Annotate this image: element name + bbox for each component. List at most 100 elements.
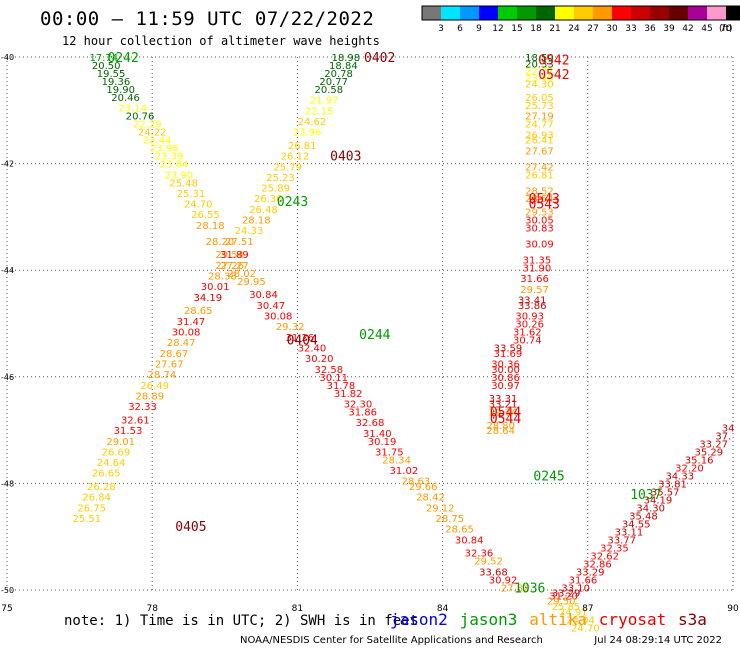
colorbar-tick-label: 36 [644,24,656,34]
wave-height-value: 29.12 [426,503,455,514]
wave-height-value: 28.42 [416,493,445,504]
wave-height-value: 28.65 [445,525,474,536]
wave-height-value: 35.29 [694,447,723,458]
wave-height-value: 33.21 [489,399,518,410]
wave-height-value: 28.52 [525,186,554,197]
footer-credit: NOAA/NESDIS Center for Satellite Applica… [240,635,543,646]
wave-height-value: 28.20 [206,237,235,248]
wave-height-value: 26.65 [92,469,121,480]
wave-height-value: 31.66 [569,575,598,586]
wave-height-value: 19.36 [102,77,131,88]
wave-height-value: 33.59 [494,343,523,354]
wave-height-value: 26.28 [87,482,116,493]
wave-height-value: 23.45 [525,73,554,84]
colorbar-frame [421,5,740,21]
wave-height-value: 29.66 [409,482,438,493]
wave-height-observations: 17.7420.5019.5519.3619.9020.4623.1420.76… [73,53,735,634]
wave-height-value: 20.76 [126,112,155,123]
map-grid [6,56,734,591]
wave-height-value: 34.19 [644,495,673,506]
colorbar-tick-label: 6 [457,24,463,34]
wave-height-value: 22.15 [305,106,334,117]
wave-height-value: 27.19 [525,112,554,123]
wave-height-value: 35.16 [685,455,714,466]
wave-height-value: 20.77 [319,77,348,88]
colorbar-unit-label: (ft) [719,24,733,34]
wave-height-value: 25.51 [73,514,102,525]
wave-height-value: 32.36 [465,549,494,560]
wave-height-value: 26.05 [525,93,554,104]
lat-tick-label: -44 [1,266,14,275]
map-subtitle: 12 hour collection of altimeter wave hei… [62,34,380,48]
wave-height-value: 31.82 [334,389,363,400]
wave-height-value: 29.32 [276,322,305,333]
footer-timestamp: Jul 24 08:29:14 UTC 2022 [593,635,722,646]
lon-tick-label: 75 [1,604,12,614]
wave-height-value: 18.84 [329,61,358,72]
wave-height-value: 25.31 [177,189,206,200]
wave-height-value: 30.84 [455,535,484,546]
wave-height-value: 23.39 [155,152,184,163]
wave-height-value: 30.26 [515,320,544,331]
footer-note: note: 1) Time is in UTC; 2) SWH is in fe… [64,613,418,629]
wave-height-value: 24.62 [298,117,327,128]
wave-height-value: 29.54 [215,250,244,261]
wave-height-value: 35.57 [651,487,680,498]
wave-height-value: 20.58 [315,85,344,96]
satellite-legend-item: jason3 [460,610,518,629]
wave-height-value: 29.01 [106,437,135,448]
lat-tick-label: -50 [1,586,14,595]
map-title: 00:00 — 11:59 UTC 07/22/2022 [40,8,375,30]
wave-height-value: 31.90 [523,264,552,275]
wave-height-value: 28.65 [184,306,213,317]
wave-height-value: 31.40 [363,429,392,440]
wave-height-value: 32.61 [121,415,150,426]
wave-height-value: 26.41 [525,136,554,147]
wave-height-value: 31.47 [177,317,206,328]
wave-height-value: 28.34 [382,455,411,466]
satellite-legend-item: s3a [678,610,707,629]
wave-height-value: 34.55 [622,519,651,530]
wave-height-value: 28.63 [402,477,431,488]
wave-height-value: 26.48 [249,205,278,216]
wave-height-value: 24.33 [235,226,264,237]
wave-height-value: 30.19 [368,437,397,448]
wave-height-value: 30.93 [515,312,544,323]
wave-height-value: 31.02 [390,466,419,477]
wave-height-value: 26.93 [525,130,554,141]
wave-height-value: 33.29 [576,567,605,578]
colorbar-swatch [555,6,574,20]
colorbar-tick-label: 30 [606,24,618,34]
wave-height-value: 27.67 [525,146,554,157]
wave-height-value: 28.47 [167,338,196,349]
wave-height-value: 32.20 [675,463,704,474]
wave-height-value: 33.86 [518,301,547,312]
wave-height-value: 27.51 [225,237,254,248]
wave-height-value: 25.73 [525,101,554,112]
wave-height-value: 33.31 [489,394,518,405]
colorbar-swatch [574,6,593,20]
pass-time-label: 0542 [538,54,569,69]
wave-height-value: 32.58 [315,365,344,376]
wave-height-value: 24.22 [138,128,167,139]
colorbar-tick-label: 45 [701,24,712,34]
color-legend-bar: 3 6 9 12 15 18 21 24 27 30 33 36 39 42 45 70(ft) [421,5,740,34]
wave-height-value: 31.35 [523,256,552,267]
wave-height-value: 31.78 [327,381,356,392]
pass-time-label: 0404 [287,333,318,348]
wave-height-value: 32.62 [590,551,619,562]
wave-height-value: 27.82 [501,583,530,594]
wave-height-value: 30.74 [513,335,542,346]
lon-tick-label: 84 [437,604,449,614]
wave-height-value: 30.09 [525,240,554,251]
wave-height-value: 20.50 [92,61,121,72]
wave-height-value: 30.11 [319,373,348,384]
colorbar-tick-label: 3 [438,24,444,34]
wave-height-value: 28.02 [227,269,256,280]
wave-height-value: 32.68 [356,418,385,429]
pass-time-label: 0543 [529,192,560,207]
wave-height-value: 26.69 [102,447,131,458]
wave-height-value: 25.79 [273,162,302,173]
wave-height-value: 23.96 [293,128,322,139]
wave-height-value: 22.72 [525,66,554,77]
